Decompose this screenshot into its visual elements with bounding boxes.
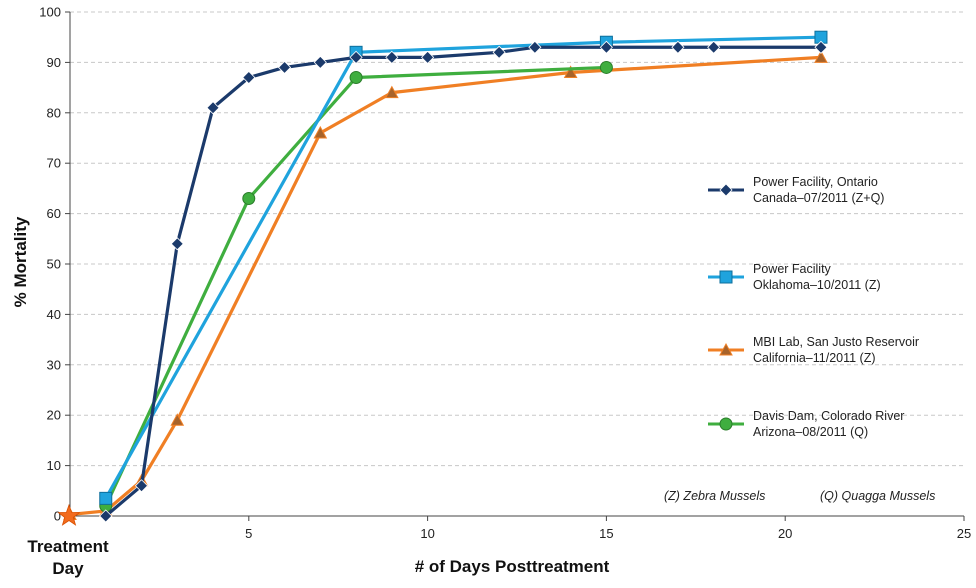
series-4-point-1 <box>242 191 256 205</box>
series-4-line <box>104 65 607 507</box>
y-axis-title: % Mortality <box>11 216 30 307</box>
y-tick-label-50: 50 <box>47 257 61 272</box>
x-tick-label-10: 10 <box>420 526 434 541</box>
series-1-point-2 <box>170 237 184 251</box>
x-ticks: 5 10 15 20 25 <box>245 516 971 541</box>
series-1-point-10 <box>492 45 506 59</box>
legend-label-1-line-1: Power Facility, Ontario <box>753 175 878 189</box>
y-tick-label-100: 100 <box>39 5 61 20</box>
series-1-point-14 <box>707 40 721 54</box>
legend-label-4-line-1: Davis Dam, Colorado River <box>753 409 904 423</box>
series-3-point-4 <box>313 125 328 139</box>
legend-label-1-line-2: Canada–07/2011 (Z+Q) <box>753 191 884 205</box>
x-tick-label-25: 25 <box>957 526 971 541</box>
series-4 <box>99 60 613 513</box>
y-tick-label-70: 70 <box>47 156 61 171</box>
legend-label-2-line-2: Oklahoma–10/2011 (Z) <box>753 278 881 292</box>
x-tick-label-15: 15 <box>599 526 613 541</box>
treatment-label-line-2: Day <box>52 559 84 578</box>
series-1-point-8 <box>385 50 399 64</box>
notes: (Z) Zebra Mussels (Q) Quagga Mussels <box>664 489 935 503</box>
series-1-point-5 <box>277 60 292 75</box>
series-1-point-9 <box>421 50 435 64</box>
y-tick-label-40: 40 <box>47 307 61 322</box>
legend-label-3-line-1: MBI Lab, San Justo Reservoir <box>753 335 919 349</box>
y-tick-label-80: 80 <box>47 105 61 120</box>
legend-swatch-marker-4 <box>719 417 733 431</box>
series-2-line <box>104 35 821 500</box>
legend-swatch-marker-3 <box>719 342 733 356</box>
y-ticks: 0 10 20 30 40 50 60 70 80 90 100 <box>39 5 70 524</box>
legend-entry-1: Power Facility, Ontario Canada–07/2011 (Z… <box>708 175 884 205</box>
series-3 <box>63 50 828 520</box>
series-1-point-3 <box>206 101 220 115</box>
series-1-point-11 <box>528 40 542 54</box>
treatment-marker: Treatment Day <box>27 503 109 578</box>
series-lines <box>63 30 828 523</box>
x-tick-label-5: 5 <box>245 526 252 541</box>
series-1-point-4 <box>242 70 256 85</box>
y-tick-label-90: 90 <box>47 55 61 70</box>
legend-swatch-marker-1 <box>719 183 733 197</box>
series-1 <box>99 40 828 523</box>
y-tick-label-60: 60 <box>47 206 61 221</box>
legend: Power Facility, Ontario Canada–07/2011 (Z… <box>708 175 919 439</box>
y-tick-label-0: 0 <box>54 509 61 524</box>
series-1-line <box>104 45 821 518</box>
legend-entry-3: MBI Lab, San Justo Reservoir California–1… <box>708 335 919 365</box>
x-tick-label-20: 20 <box>778 526 792 541</box>
gridlines <box>70 11 964 467</box>
series-2 <box>99 30 828 505</box>
legend-label-2-line-1: Power Facility <box>753 262 832 276</box>
series-4-point-3 <box>599 60 613 74</box>
legend-entry-4: Davis Dam, Colorado River Arizona–08/2011… <box>708 409 904 439</box>
series-3-point-3 <box>170 413 185 426</box>
legend-swatch-marker-2 <box>719 270 733 284</box>
series-1-point-7 <box>349 50 363 64</box>
y-tick-label-20: 20 <box>47 408 61 423</box>
y-tick-label-10: 10 <box>47 458 61 473</box>
note-zebra-mussels: (Z) Zebra Mussels <box>664 489 765 503</box>
legend-label-4-line-2: Arizona–08/2011 (Q) <box>753 425 868 439</box>
series-4-point-2 <box>349 71 363 85</box>
series-1-point-13 <box>671 40 685 54</box>
series-3-line <box>69 55 822 517</box>
note-quagga-mussels: (Q) Quagga Mussels <box>820 489 935 503</box>
y-tick-label-30: 30 <box>47 357 61 372</box>
treatment-label-line-1: Treatment <box>27 537 109 556</box>
axes <box>69 12 964 517</box>
x-axis-title: # of Days Posttreatment <box>415 557 610 576</box>
series-3-point-6 <box>563 65 578 78</box>
series-1-point-1 <box>134 479 149 493</box>
series-3-point-7 <box>814 50 828 63</box>
treatment-day-star-icon <box>57 503 81 526</box>
series-1-point-15 <box>814 40 828 54</box>
legend-label-3-line-2: California–11/2011 (Z) <box>753 351 876 365</box>
series-1-point-0 <box>99 509 113 523</box>
series-1-point-12 <box>599 40 613 54</box>
series-1-point-6 <box>313 55 327 69</box>
series-2-point-0 <box>99 491 113 505</box>
series-3-point-5 <box>384 85 399 99</box>
legend-entry-2: Power Facility Oklahoma–10/2011 (Z) <box>708 262 881 292</box>
